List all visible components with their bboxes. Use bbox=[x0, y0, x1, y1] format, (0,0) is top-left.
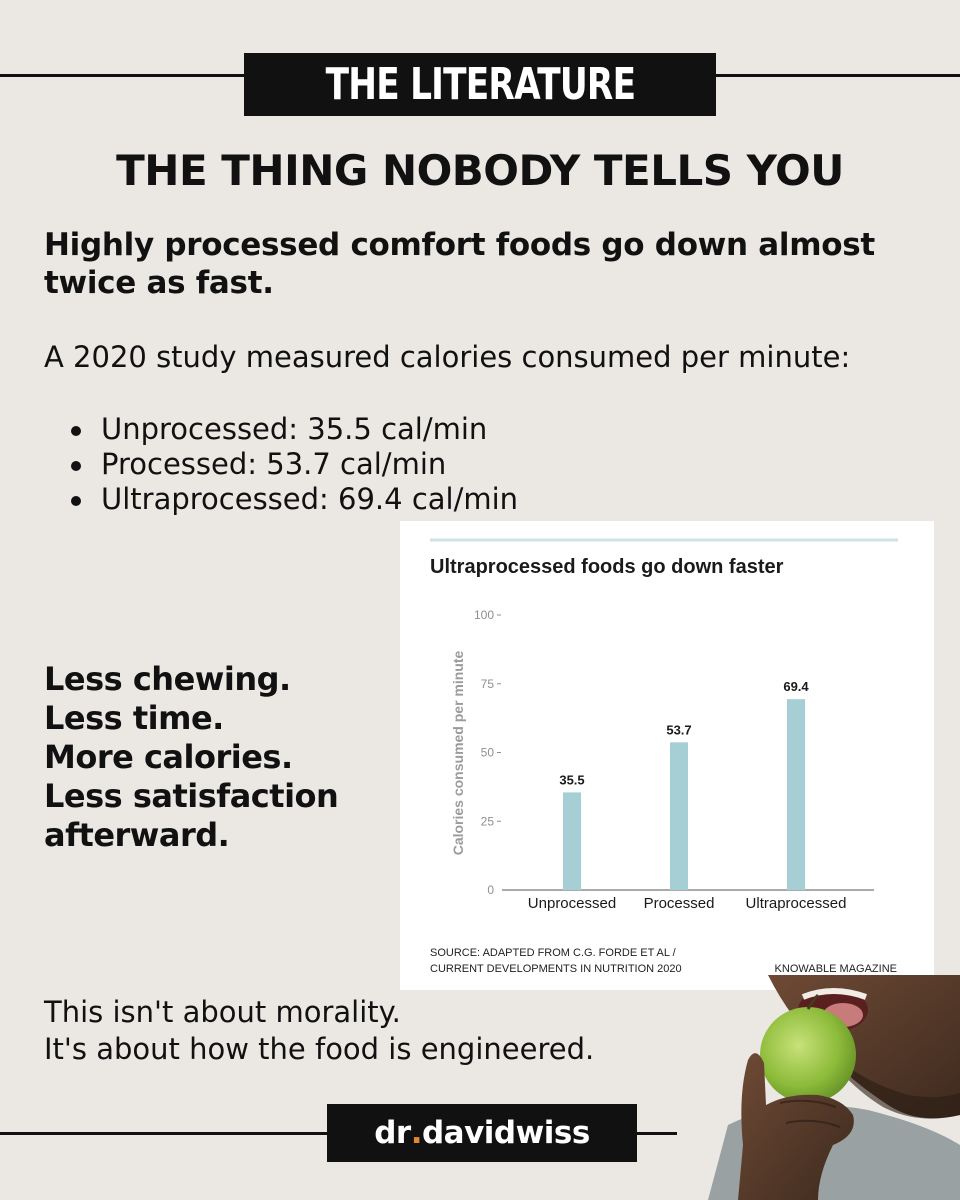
closing-line: This isn't about morality. bbox=[44, 995, 401, 1029]
chart-source-line: SOURCE: ADAPTED FROM C.G. FORDE ET AL / bbox=[430, 947, 677, 959]
x-tick-label: Unprocessed bbox=[528, 895, 616, 912]
brand-logo: dr. davidwiss bbox=[327, 1104, 637, 1162]
brand-rule-left bbox=[0, 1132, 327, 1135]
bar-series: 35.5 Unprocessed 53.7 Processed 69.4 Ultrapro… bbox=[528, 679, 847, 912]
bar-chart: Ultraprocessed foods go down faster Calo… bbox=[430, 538, 898, 975]
chart-ylabel: Calories consumed per minute bbox=[450, 650, 466, 855]
punchline: Less chewing. bbox=[44, 660, 291, 698]
banner-rule-right bbox=[716, 74, 960, 77]
subheadline: Highly processed comfort foods go down a… bbox=[44, 227, 875, 301]
stats-list-item: Processed: 53.7 cal/min bbox=[44, 447, 518, 482]
bar-ultraprocessed bbox=[787, 699, 805, 890]
intro-text: A 2020 study measured calories consumed … bbox=[44, 340, 851, 374]
banner-rule-left bbox=[0, 74, 244, 77]
stats-list-item: Ultraprocessed: 69.4 cal/min bbox=[44, 482, 518, 517]
bar-unprocessed bbox=[563, 792, 581, 890]
punchline: Less time. bbox=[44, 699, 224, 737]
bar-value-label: 53.7 bbox=[666, 722, 691, 737]
section-banner-title: THE LITERATURE bbox=[325, 59, 635, 110]
stats-list: Unprocessed: 35.5 cal/min Processed: 53.… bbox=[44, 412, 518, 517]
x-tick-label: Processed bbox=[644, 895, 715, 912]
y-tick-label: 100 bbox=[474, 608, 494, 622]
y-tick-label: 75 bbox=[481, 677, 495, 691]
y-tick-label: 0 bbox=[487, 883, 494, 897]
chart-source-line: CURRENT DEVELOPMENTS IN NUTRITION 2020 bbox=[430, 963, 682, 975]
chart-title: Ultraprocessed foods go down faster bbox=[430, 556, 784, 578]
bar-value-label: 35.5 bbox=[559, 772, 584, 787]
chart-card: Ultraprocessed foods go down faster Calo… bbox=[400, 521, 934, 990]
y-tick-label: 50 bbox=[481, 746, 495, 760]
closing-line: It's about how the food is engineered. bbox=[44, 1032, 595, 1066]
y-axis-ticks: 0 25 50 75 100 bbox=[474, 608, 501, 897]
closing-text: This isn't about morality. It's about ho… bbox=[44, 994, 724, 1068]
punchline: More calories. bbox=[44, 738, 293, 776]
bar-processed bbox=[670, 742, 688, 890]
brand-dot: . bbox=[410, 1115, 423, 1151]
section-banner: THE LITERATURE bbox=[244, 53, 716, 116]
brand-name: davidwiss bbox=[421, 1115, 590, 1151]
bar-value-label: 69.4 bbox=[783, 679, 809, 694]
person-eating-apple-photo bbox=[708, 975, 960, 1200]
punchline-block: Less chewing. Less time. More calories. … bbox=[44, 660, 374, 855]
brand-rule-right bbox=[637, 1132, 677, 1135]
stats-list-item: Unprocessed: 35.5 cal/min bbox=[44, 412, 518, 447]
chart-credit: KNOWABLE MAGAZINE bbox=[775, 963, 897, 975]
punchline: Less satisfaction afterward. bbox=[44, 777, 339, 854]
y-tick-label: 25 bbox=[481, 814, 495, 828]
brand-prefix: dr bbox=[374, 1115, 411, 1151]
x-tick-label: Ultraprocessed bbox=[746, 895, 847, 912]
page-headline: THE THING NOBODY TELLS YOU bbox=[116, 146, 844, 195]
